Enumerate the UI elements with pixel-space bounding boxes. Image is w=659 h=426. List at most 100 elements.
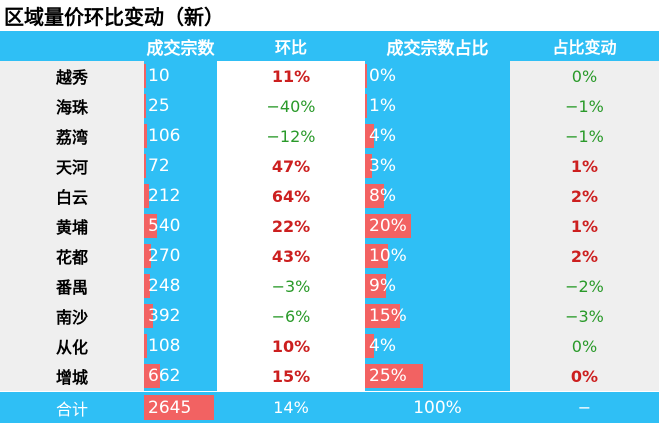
- header-deals: 成交宗数: [144, 31, 217, 61]
- share-bar: [365, 274, 386, 298]
- share-change-value: 0%: [510, 361, 659, 391]
- share-value: 20%: [369, 216, 407, 236]
- share-cell: 4%: [365, 121, 510, 151]
- table-row: 南沙 392 −6% 15% −3%: [0, 301, 659, 331]
- mom-value: −6%: [217, 301, 365, 331]
- deals-cell: 662: [144, 361, 217, 391]
- share-value: 4%: [369, 336, 396, 356]
- mom-value: 64%: [217, 181, 365, 211]
- deals-cell: 248: [144, 271, 217, 301]
- header-district: [0, 31, 144, 61]
- district-name: 海珠: [0, 91, 144, 121]
- deals-cell: 72: [144, 151, 217, 181]
- share-change-value: 2%: [510, 241, 659, 271]
- deals-value: 662: [148, 366, 181, 386]
- mom-value: −3%: [217, 271, 365, 301]
- district-name: 南沙: [0, 301, 144, 331]
- header-share-change: 占比变动: [552, 38, 617, 57]
- share-change-value: −2%: [510, 271, 659, 301]
- mom-value: 47%: [217, 151, 365, 181]
- header-mom: 环比: [274, 38, 307, 57]
- share-value: 3%: [369, 156, 396, 176]
- mom-value: −40%: [217, 91, 365, 121]
- deals-cell: 212: [144, 181, 217, 211]
- district-name: 天河: [0, 151, 144, 181]
- share-bar: [365, 244, 388, 268]
- share-value: 9%: [369, 276, 396, 296]
- share-bar: [365, 184, 384, 208]
- deals-value: 106: [148, 126, 181, 146]
- district-name: 黄埔: [0, 211, 144, 241]
- deals-bar: [144, 244, 151, 268]
- deals-bar: [144, 184, 149, 208]
- share-bar: [365, 364, 423, 388]
- share-bar: [365, 124, 374, 148]
- total-share-change: −: [510, 392, 659, 423]
- table-row: 番禺 248 −3% 9% −2%: [0, 271, 659, 301]
- table-row: 花都 270 43% 10% 2%: [0, 241, 659, 271]
- district-name: 番禺: [0, 271, 144, 301]
- deals-cell: 392: [144, 301, 217, 331]
- deals-bar: [144, 274, 150, 298]
- deals-value: 108: [148, 336, 181, 356]
- total-label: 合计: [55, 399, 88, 419]
- share-cell: 4%: [365, 331, 510, 361]
- page-title: 区域量价环比变动（新）: [4, 5, 224, 29]
- table-row: 增城 662 15% 25% 0%: [0, 361, 659, 391]
- share-cell: 3%: [365, 151, 510, 181]
- share-bar: [365, 154, 372, 178]
- mom-value: 11%: [217, 61, 365, 91]
- share-change-value: 2%: [510, 181, 659, 211]
- mom-value: 15%: [217, 361, 365, 391]
- deals-value: 248: [148, 276, 181, 296]
- deals-bar: [144, 214, 157, 238]
- total-deals-bar: [144, 395, 214, 420]
- share-cell: 0%: [365, 61, 510, 91]
- district-table: 成交宗数 环比 成交宗数占比 占比变动 越秀 10 11% 0% 0% 海珠 25 −40% 1…: [0, 31, 659, 423]
- deals-bar: [144, 154, 146, 178]
- table-row: 越秀 10 11% 0% 0%: [0, 61, 659, 91]
- deals-value: 392: [148, 306, 181, 326]
- share-value: 1%: [369, 96, 396, 116]
- total-deals: 2645: [148, 397, 192, 418]
- table-row: 从化 108 10% 4% 0%: [0, 331, 659, 361]
- share-change-value: 0%: [510, 331, 659, 361]
- deals-cell: 106: [144, 121, 217, 151]
- mom-value: −12%: [217, 121, 365, 151]
- deals-cell: 25: [144, 91, 217, 121]
- total-mom: 14%: [217, 392, 365, 423]
- share-cell: 8%: [365, 181, 510, 211]
- share-change-value: −1%: [510, 121, 659, 151]
- table-row: 白云 212 64% 8% 2%: [0, 181, 659, 211]
- table-row: 黄埔 540 22% 20% 1%: [0, 211, 659, 241]
- share-value: 8%: [369, 186, 396, 206]
- total-share: 100%: [365, 392, 510, 423]
- deals-bar: [144, 124, 147, 148]
- district-name: 增城: [0, 361, 144, 391]
- share-value: 10%: [369, 246, 407, 266]
- share-value: 25%: [369, 366, 407, 386]
- district-name: 从化: [0, 331, 144, 361]
- deals-bar: [144, 304, 153, 328]
- share-bar: [365, 304, 400, 328]
- share-cell: 20%: [365, 211, 510, 241]
- deals-cell: 540: [144, 211, 217, 241]
- deals-bar: [144, 334, 147, 358]
- district-name: 白云: [0, 181, 144, 211]
- share-cell: 25%: [365, 361, 510, 391]
- deals-bar: [144, 94, 146, 118]
- deals-value: 270: [148, 246, 181, 266]
- share-cell: 9%: [365, 271, 510, 301]
- deals-bar: [144, 364, 160, 388]
- share-cell: 10%: [365, 241, 510, 271]
- table-row: 海珠 25 −40% 1% −1%: [0, 91, 659, 121]
- deals-value: 25: [148, 96, 170, 116]
- mom-value: 43%: [217, 241, 365, 271]
- deals-cell: 270: [144, 241, 217, 271]
- share-cell: 15%: [365, 301, 510, 331]
- table-header: 成交宗数 环比 成交宗数占比 占比变动: [0, 31, 659, 61]
- share-change-value: 0%: [510, 61, 659, 91]
- share-bar: [365, 64, 367, 88]
- share-value: 15%: [369, 306, 407, 326]
- deals-value: 212: [148, 186, 181, 206]
